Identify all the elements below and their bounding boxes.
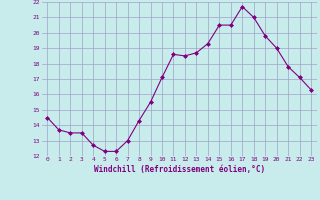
X-axis label: Windchill (Refroidissement éolien,°C): Windchill (Refroidissement éolien,°C) — [94, 165, 265, 174]
